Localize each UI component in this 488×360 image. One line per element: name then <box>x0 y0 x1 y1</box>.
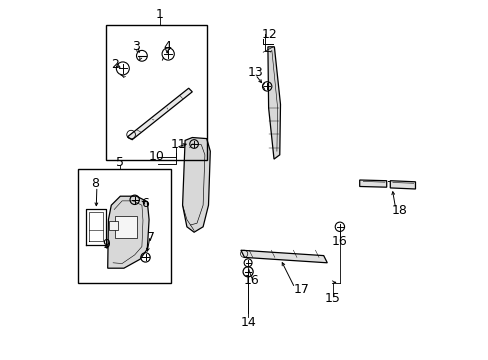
Text: 15: 15 <box>324 292 340 305</box>
Polygon shape <box>241 250 326 263</box>
Polygon shape <box>359 180 386 187</box>
Text: 11: 11 <box>171 138 186 150</box>
Text: 16: 16 <box>331 235 347 248</box>
Bar <box>78 169 170 283</box>
Text: 5: 5 <box>116 156 124 168</box>
Text: 9: 9 <box>102 238 110 251</box>
Text: 18: 18 <box>390 204 407 217</box>
Text: 8: 8 <box>91 177 99 190</box>
Text: 4: 4 <box>163 40 171 53</box>
Text: 6: 6 <box>141 197 149 210</box>
Bar <box>108 221 118 230</box>
Polygon shape <box>107 196 149 268</box>
Polygon shape <box>267 47 280 159</box>
Text: 13: 13 <box>247 66 263 78</box>
Text: 3: 3 <box>132 40 140 53</box>
Polygon shape <box>127 88 192 140</box>
Bar <box>115 216 136 238</box>
Text: 1: 1 <box>156 8 163 21</box>
Text: 10: 10 <box>148 150 164 163</box>
Text: 16: 16 <box>244 274 259 287</box>
Text: 17: 17 <box>294 283 309 296</box>
Text: 14: 14 <box>240 316 255 329</box>
Bar <box>106 25 206 160</box>
Text: 7: 7 <box>146 231 155 244</box>
Text: 2: 2 <box>111 58 119 71</box>
Text: 12: 12 <box>261 28 277 41</box>
Polygon shape <box>182 138 210 232</box>
Polygon shape <box>389 181 415 189</box>
